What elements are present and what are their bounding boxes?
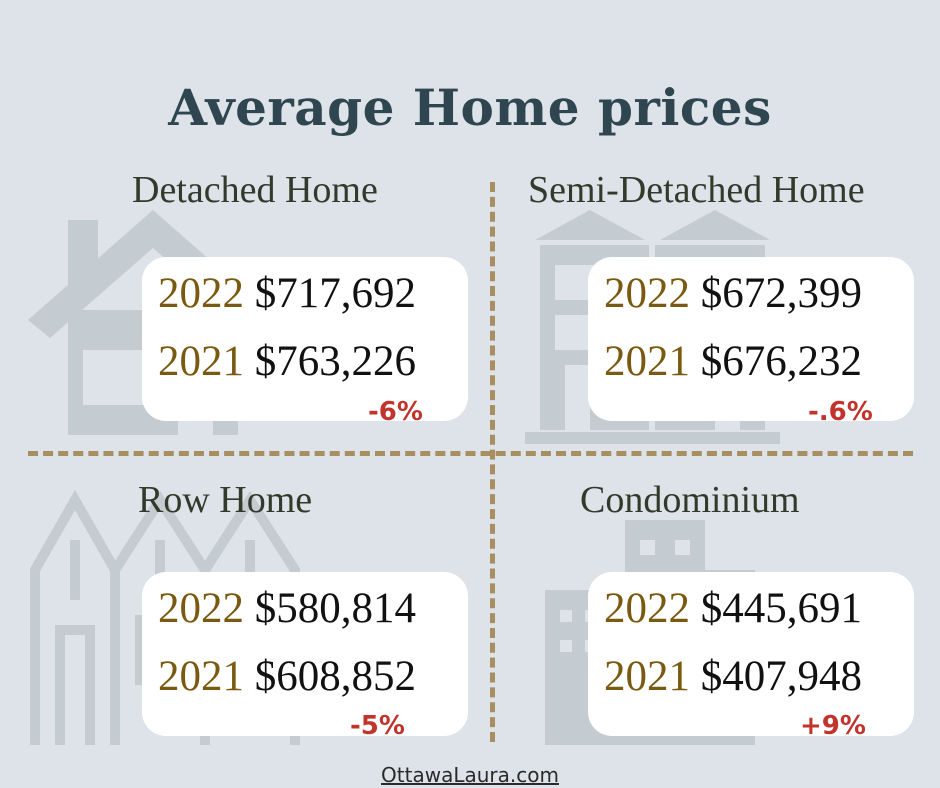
price-row: 2021 $608,852 xyxy=(158,652,416,701)
price-row: 2021 $763,226 xyxy=(158,337,416,386)
price-value: $580,814 xyxy=(254,585,416,632)
vertical-divider xyxy=(490,182,495,742)
price-value: $717,692 xyxy=(254,270,416,317)
price-value: $676,232 xyxy=(700,338,862,385)
year-label: 2021 xyxy=(604,653,690,700)
year-label: 2022 xyxy=(158,270,244,317)
year-label: 2022 xyxy=(604,585,690,632)
year-label: 2021 xyxy=(158,338,244,385)
change-badge-detached: -6% xyxy=(368,397,423,427)
price-card-condominium: 2022 $445,691 2021 $407,948 xyxy=(588,572,914,736)
price-row: 2022 $445,691 xyxy=(604,584,862,633)
price-card-row: 2022 $580,814 2021 $608,852 xyxy=(142,572,468,736)
horizontal-divider xyxy=(28,451,913,456)
year-label: 2021 xyxy=(604,338,690,385)
year-label: 2022 xyxy=(604,270,690,317)
price-row: 2022 $717,692 xyxy=(158,269,416,318)
year-label: 2022 xyxy=(158,585,244,632)
price-value: $407,948 xyxy=(700,653,862,700)
quadrant-title-row: Row Home xyxy=(138,479,313,521)
price-row: 2021 $676,232 xyxy=(604,337,862,386)
price-row: 2022 $672,399 xyxy=(604,269,862,318)
quadrant-title-condominium: Condominium xyxy=(580,479,800,521)
year-label: 2021 xyxy=(158,653,244,700)
quadrant-title-semi-detached: Semi-Detached Home xyxy=(528,169,865,211)
price-value: $672,399 xyxy=(700,270,862,317)
website-link[interactable]: OttawaLaura.com xyxy=(381,763,559,787)
price-value: $445,691 xyxy=(700,585,862,632)
change-badge-row: -5% xyxy=(350,711,405,741)
quadrant-title-detached: Detached Home xyxy=(132,169,378,211)
price-card-detached: 2022 $717,692 2021 $763,226 xyxy=(142,257,468,421)
price-value: $608,852 xyxy=(254,653,416,700)
page-title: Average Home prices xyxy=(168,78,772,137)
price-card-semi-detached: 2022 $672,399 2021 $676,232 xyxy=(588,257,914,421)
change-badge-condominium: +9% xyxy=(800,711,866,741)
price-row: 2022 $580,814 xyxy=(158,584,416,633)
change-badge-semi-detached: -.6% xyxy=(808,397,873,427)
price-row: 2021 $407,948 xyxy=(604,652,862,701)
price-value: $763,226 xyxy=(254,338,416,385)
